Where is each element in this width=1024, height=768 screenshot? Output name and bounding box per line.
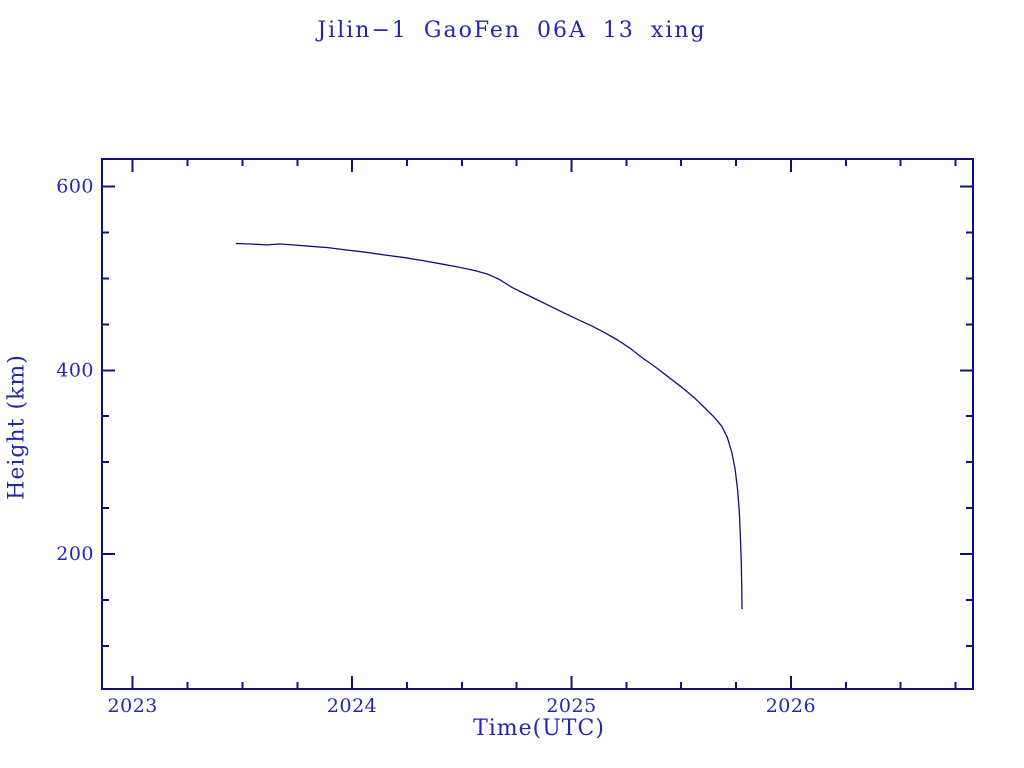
x-axis-label: Time(UTC): [473, 716, 605, 741]
x-tick-label: 2025: [546, 695, 596, 717]
y-tick-label: 600: [56, 176, 94, 198]
x-tick-label: 2023: [108, 695, 158, 717]
data-curve: [235, 242, 743, 610]
y-axis-label: Height (km): [4, 354, 30, 500]
x-tick-label: 2026: [766, 695, 816, 717]
y-tick-label: 400: [56, 359, 94, 381]
chart-title: Jilin−1 GaoFen 06A 13 xing: [317, 18, 707, 43]
y-tick-label: 200: [56, 543, 94, 565]
axes-frame: [101, 158, 974, 690]
x-tick-label: 2024: [327, 695, 377, 717]
